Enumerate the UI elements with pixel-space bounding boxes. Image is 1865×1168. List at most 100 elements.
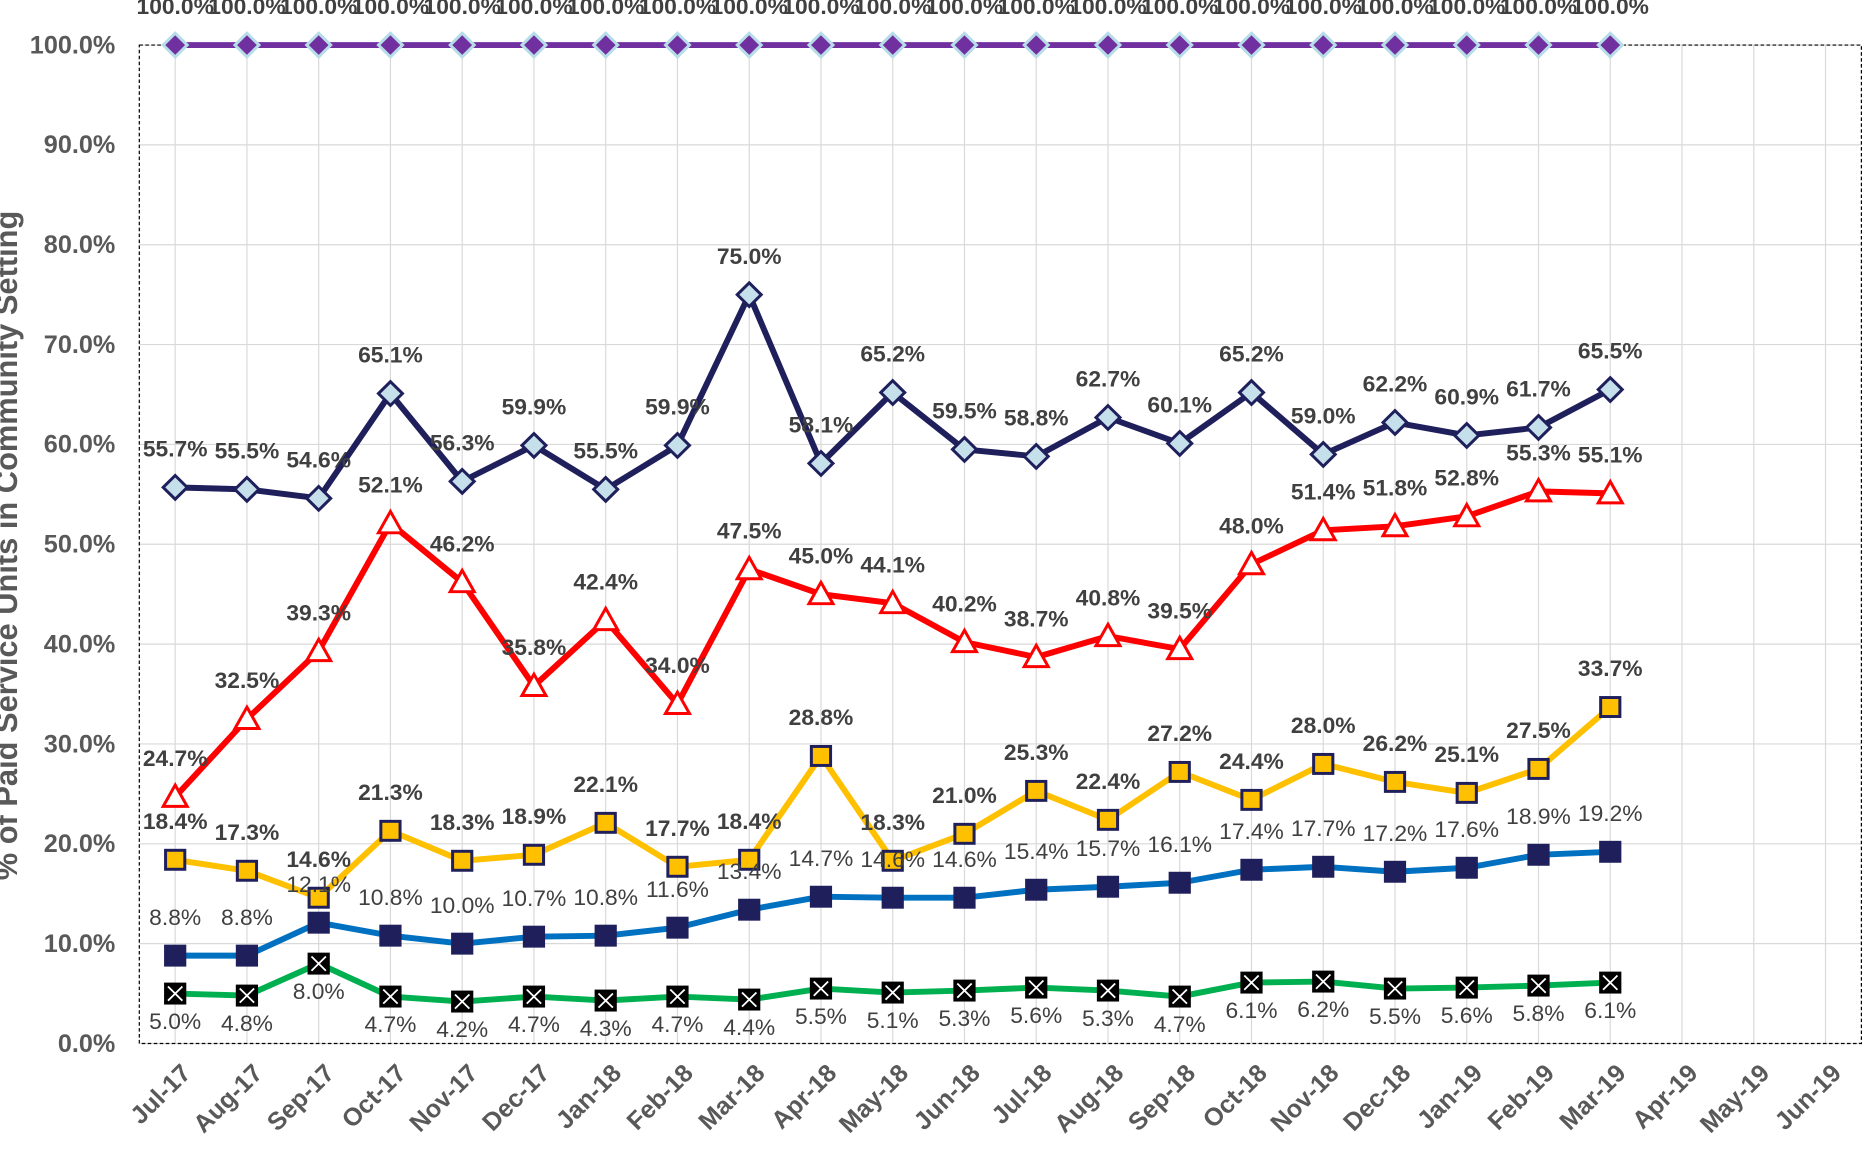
data-label: 8.8% [221, 904, 273, 930]
marker [232, 475, 262, 504]
data-label: 59.5% [932, 398, 997, 424]
data-label: 100.0% [782, 0, 859, 19]
marker [1022, 31, 1051, 60]
marker-shape [591, 475, 620, 504]
marker [379, 985, 402, 1008]
data-label: 5.6% [1010, 1002, 1062, 1028]
marker-shape [1380, 31, 1410, 60]
data-label: 27.2% [1147, 720, 1212, 746]
marker-shape [376, 379, 405, 408]
marker [1455, 976, 1478, 999]
marker [1025, 878, 1048, 901]
data-label: 100.0% [711, 0, 788, 19]
data-label: 44.1% [860, 551, 925, 577]
marker [806, 449, 836, 478]
marker [1312, 855, 1335, 878]
marker-shape [1309, 440, 1338, 469]
data-label: 5.1% [867, 1007, 919, 1033]
data-label: 39.5% [1147, 597, 1212, 623]
x-tick-label: Sep-17 [262, 1059, 340, 1136]
marker-shape [160, 781, 190, 808]
data-label: 6.1% [1584, 997, 1636, 1023]
marker-shape [1523, 476, 1554, 503]
data-label: 5.5% [795, 1003, 847, 1029]
data-label: 11.6% [646, 876, 709, 902]
marker [1524, 413, 1553, 442]
x-tick-label: Sep-18 [1123, 1059, 1201, 1136]
data-label: 22.1% [573, 771, 638, 797]
marker-x [167, 985, 184, 1002]
marker [1022, 442, 1051, 471]
marker-shape [734, 554, 764, 581]
data-label: 4.7% [1154, 1011, 1206, 1037]
marker-shape [451, 932, 474, 955]
data-label: 55.1% [1578, 442, 1643, 468]
data-label: 51.8% [1363, 475, 1428, 501]
y-tick-label: 10.0% [44, 930, 115, 958]
marker [1595, 478, 1625, 505]
data-label: 100.0% [137, 0, 214, 19]
marker-shape [950, 435, 979, 464]
data-label: 100.0% [1213, 0, 1290, 19]
marker-shape [379, 819, 402, 842]
data-label: 19.2% [1578, 800, 1643, 826]
marker [734, 554, 764, 581]
data-label: 58.8% [1004, 405, 1069, 431]
x-tick-label: May-19 [1695, 1059, 1775, 1138]
marker [232, 31, 262, 60]
data-label: 22.4% [1076, 768, 1141, 794]
marker [1096, 979, 1120, 1002]
data-label: 10.0% [430, 892, 495, 918]
marker [1380, 408, 1410, 437]
y-axis-title: % of Paid Service Units in Community Set… [0, 211, 24, 881]
marker-shape [379, 924, 402, 947]
marker [522, 925, 546, 948]
data-label: 55.5% [573, 438, 638, 464]
marker [809, 744, 833, 767]
data-label: 4.7% [508, 1011, 560, 1037]
data-label: 16.1% [1147, 831, 1212, 857]
marker [1168, 985, 1191, 1008]
data-label: 55.5% [215, 438, 280, 464]
marker-shape [1025, 779, 1048, 802]
marker [666, 855, 689, 878]
data-label: 24.7% [143, 745, 208, 771]
marker [1383, 977, 1407, 1000]
marker [738, 898, 761, 921]
marker-x [1028, 979, 1045, 996]
marker [1523, 476, 1554, 503]
marker [1312, 752, 1335, 775]
data-label: 54.6% [286, 447, 351, 473]
data-label: 100.0% [926, 0, 1003, 19]
data-label: 100.0% [998, 0, 1075, 19]
data-label: 17.7% [1291, 815, 1356, 841]
marker [1240, 788, 1263, 811]
marker [1308, 515, 1338, 542]
marker-shape [809, 885, 833, 908]
marker [375, 508, 406, 535]
marker-shape [375, 508, 406, 535]
marker [1380, 511, 1410, 538]
data-label: 5.6% [1441, 1002, 1493, 1028]
data-label: 27.5% [1506, 717, 1571, 743]
data-label: 100.0% [280, 0, 357, 19]
marker [878, 588, 908, 615]
marker [1093, 31, 1123, 60]
data-label: 15.7% [1076, 835, 1141, 861]
marker [1096, 875, 1120, 898]
marker [594, 811, 617, 834]
y-tick-label: 80.0% [44, 231, 115, 259]
marker-x [1387, 980, 1403, 997]
marker [304, 636, 334, 663]
marker [806, 31, 836, 60]
marker [161, 31, 190, 60]
data-label: 14.6% [286, 846, 351, 872]
marker [735, 31, 764, 60]
data-label: 4.8% [221, 1010, 273, 1036]
data-label: 5.5% [1369, 1003, 1421, 1029]
marker-shape [878, 31, 907, 60]
data-label: 52.1% [358, 472, 423, 498]
marker-x [1171, 988, 1188, 1005]
data-label: 5.8% [1513, 1000, 1565, 1026]
marker-shape [1240, 858, 1263, 881]
